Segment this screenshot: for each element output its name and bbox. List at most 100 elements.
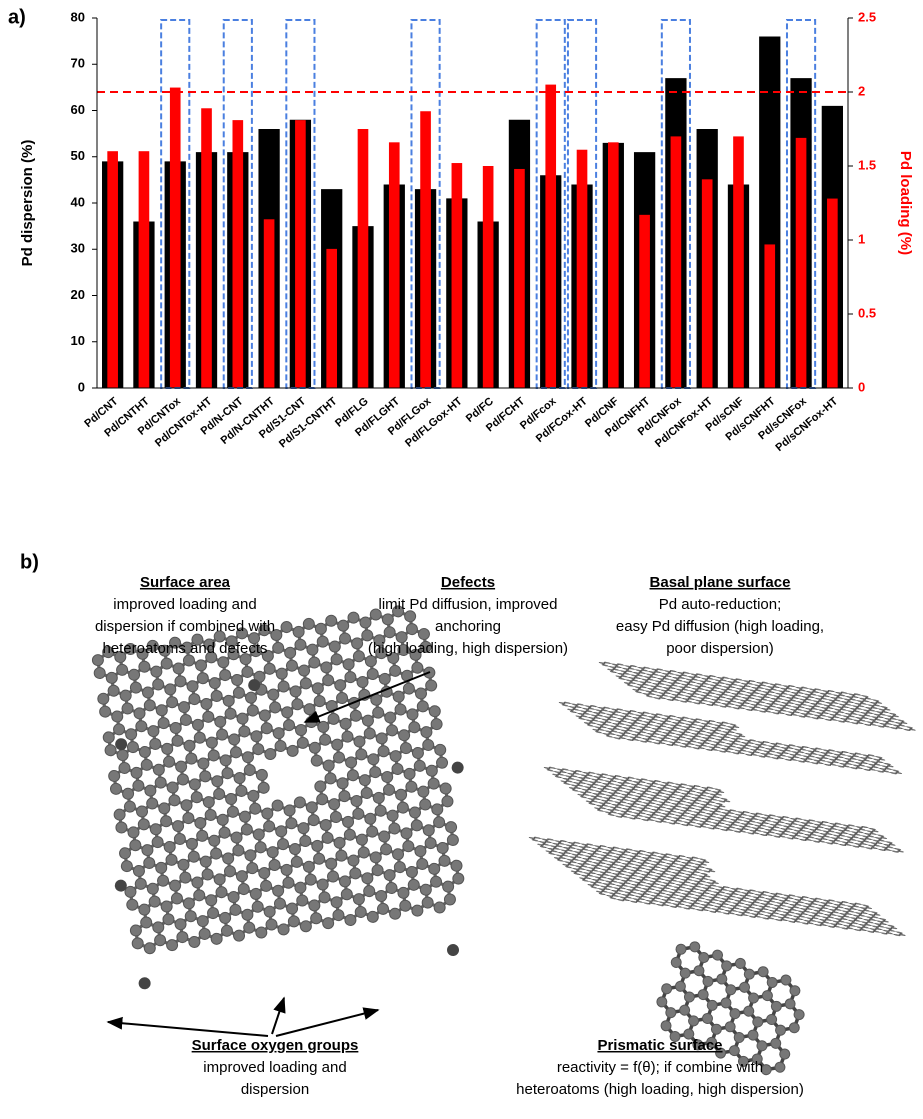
atom [657, 856, 665, 859]
atom [633, 676, 641, 679]
atom [690, 904, 698, 907]
atom [248, 632, 261, 645]
atom [638, 671, 646, 674]
atom [655, 685, 663, 688]
atom [629, 860, 637, 863]
atom [712, 682, 720, 685]
atom [233, 929, 246, 942]
atom [345, 756, 358, 769]
atom [851, 922, 858, 925]
atom [725, 733, 733, 736]
atom [789, 753, 797, 756]
atom [654, 880, 662, 883]
atom [105, 671, 118, 684]
atom [797, 706, 805, 709]
atom [805, 903, 812, 906]
atom [630, 719, 638, 722]
atom [735, 732, 743, 735]
atom [740, 909, 748, 912]
atom [765, 748, 773, 751]
atom [678, 736, 686, 739]
atom [787, 906, 794, 909]
atom [614, 710, 621, 713]
atom [395, 631, 408, 644]
atom [367, 753, 380, 766]
atom [708, 691, 715, 694]
atom [579, 877, 586, 880]
atom [391, 763, 404, 776]
atom [610, 880, 618, 883]
atom [735, 818, 743, 821]
atom [603, 856, 610, 859]
atom [419, 798, 432, 811]
atom [839, 753, 846, 756]
atom [138, 745, 151, 758]
atom [656, 873, 664, 876]
atom [906, 726, 913, 729]
atom [599, 845, 607, 848]
atom [660, 858, 668, 861]
atom [665, 684, 673, 687]
atom [849, 757, 857, 760]
atom [596, 809, 604, 812]
atom [861, 926, 869, 929]
atom [743, 685, 751, 688]
atom [758, 905, 766, 908]
atom [210, 847, 223, 860]
atom [173, 832, 186, 845]
atom [617, 782, 625, 785]
atom [397, 886, 410, 899]
atom [581, 848, 589, 851]
atom [634, 881, 641, 884]
atom [570, 870, 578, 873]
atom [616, 734, 623, 737]
atom [717, 790, 725, 793]
atom [686, 738, 694, 741]
atom [822, 695, 830, 698]
atom [341, 730, 354, 743]
atom [675, 814, 683, 817]
atom [729, 695, 736, 698]
atom [753, 910, 761, 913]
atom [706, 786, 714, 789]
atom [656, 694, 663, 697]
atom [402, 840, 415, 853]
atom [857, 840, 865, 843]
atom [666, 798, 673, 801]
atom [844, 843, 852, 846]
atom [659, 806, 666, 809]
atom [673, 860, 681, 863]
atom [191, 718, 204, 731]
atom [716, 973, 728, 985]
atom [388, 822, 401, 835]
atom [141, 844, 154, 857]
atom [685, 700, 693, 703]
atom [587, 788, 594, 791]
atom [628, 722, 635, 725]
atom [717, 886, 725, 889]
atom [255, 926, 268, 939]
atom [258, 867, 271, 880]
atom [657, 877, 664, 880]
atom [562, 863, 569, 866]
atom [736, 887, 743, 890]
atom [691, 678, 698, 681]
atom [834, 708, 842, 711]
atom [712, 881, 719, 884]
atom [708, 810, 716, 813]
atom [801, 922, 809, 925]
atom [372, 791, 385, 804]
atom [578, 867, 585, 870]
atom [768, 900, 776, 903]
atom [635, 864, 642, 867]
atom [749, 739, 757, 742]
atom [736, 687, 744, 690]
atom [798, 824, 806, 827]
atom [685, 904, 693, 907]
atom [656, 713, 663, 716]
atom [833, 834, 841, 837]
atom [879, 713, 886, 716]
atom [592, 883, 600, 886]
graphite-layer [528, 836, 906, 937]
atom [720, 997, 732, 1009]
